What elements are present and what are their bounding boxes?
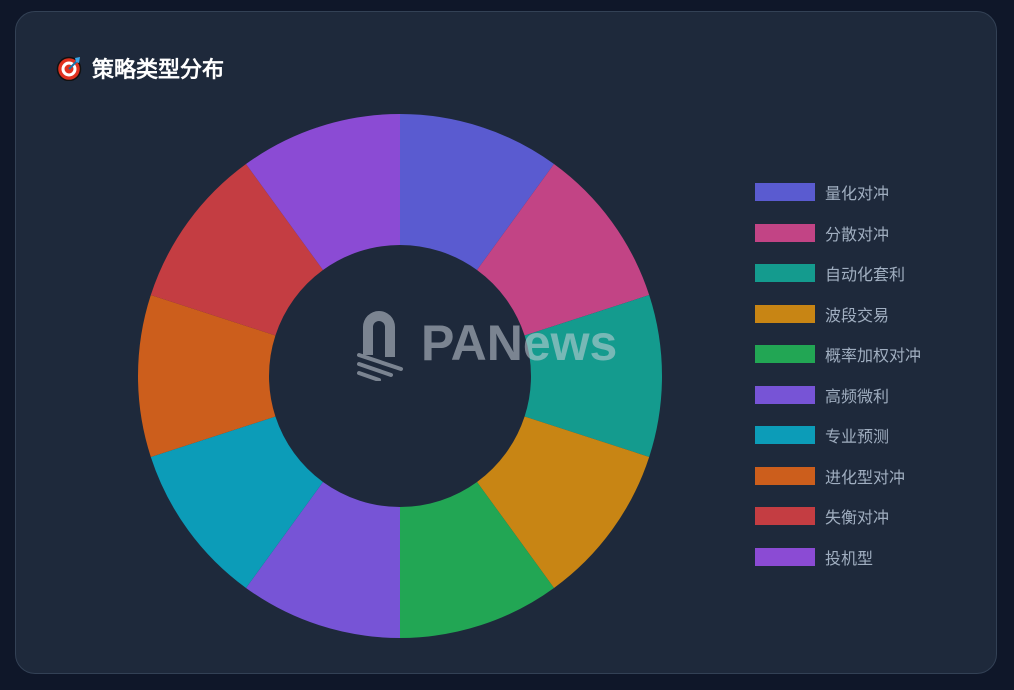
slice-3[interactable]	[524, 295, 662, 457]
legend-label: 专业预测	[825, 427, 890, 447]
legend-label: 分散对冲	[825, 224, 890, 244]
legend-item[interactable]: 失衡对冲	[755, 496, 921, 537]
legend-item[interactable]: 专业预测	[755, 415, 921, 456]
legend-swatch	[755, 264, 815, 283]
slice-5[interactable]	[400, 481, 554, 638]
legend-item[interactable]: 分散对冲	[755, 213, 921, 254]
slice-9[interactable]	[150, 164, 324, 336]
slice-1[interactable]	[400, 114, 554, 271]
legend-swatch	[755, 466, 815, 485]
slice-2[interactable]	[476, 164, 650, 336]
legend: 量化对冲分散对冲自动化套利波段交易概率加权对冲 高频微利专业预测进化型对冲失衡对冲…	[755, 172, 921, 577]
legend-item[interactable]: 自动化套利	[755, 253, 921, 294]
legend-label: 概率加权对冲	[825, 346, 922, 366]
legend-swatch	[755, 183, 815, 202]
legend-label: 进化型对冲	[825, 467, 906, 487]
slice-7[interactable]	[150, 416, 324, 588]
legend-swatch	[755, 426, 815, 445]
legend-item[interactable]: 量化对冲	[755, 172, 921, 213]
card-title: 策略类型分布	[56, 52, 224, 84]
title-text: 策略类型分布	[92, 58, 225, 83]
slice-4[interactable]	[476, 416, 650, 588]
legend-label: 失衡对冲	[825, 508, 890, 528]
legend-label: 高频微利	[825, 386, 890, 406]
legend-swatch	[755, 507, 815, 526]
legend-item[interactable]: 高频微利	[755, 375, 921, 416]
legend-label: 投机型	[825, 548, 874, 568]
legend-label: 自动化套利	[825, 265, 906, 285]
legend-item[interactable]: 进化型对冲	[755, 456, 921, 497]
legend-item[interactable]: 概率加权对冲	[755, 334, 921, 375]
slice-10[interactable]	[246, 114, 400, 271]
legend-swatch	[755, 223, 815, 242]
legend-label: 波段交易	[825, 305, 890, 325]
slice-6[interactable]	[246, 481, 400, 638]
target-icon	[56, 56, 82, 81]
legend-swatch	[755, 385, 815, 404]
legend-swatch	[755, 345, 815, 364]
legend-item[interactable]: 投机型	[755, 537, 921, 578]
legend-swatch	[755, 304, 815, 323]
legend-item[interactable]: 波段交易	[755, 294, 921, 335]
slice-8[interactable]	[138, 295, 276, 457]
legend-swatch	[755, 547, 815, 566]
legend-label: 量化对冲	[825, 184, 890, 204]
